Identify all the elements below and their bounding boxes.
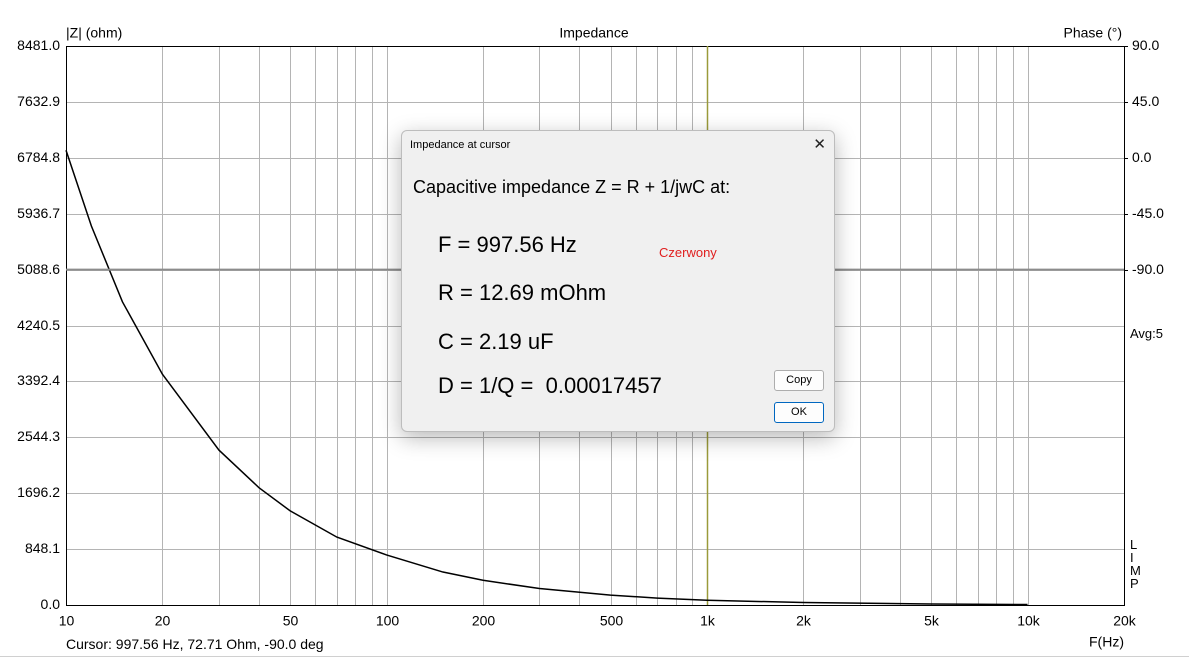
average-label: Avg:5 xyxy=(1130,326,1164,341)
x-tick-label: 2k xyxy=(796,613,812,629)
series-line xyxy=(65,149,1028,606)
dialog-title: Impedance at cursor xyxy=(410,139,511,151)
app-label: LIMP xyxy=(1130,537,1141,591)
y2-tick-label: 0.0 xyxy=(1132,149,1152,165)
ok-button[interactable]: OK xyxy=(774,402,824,423)
x-tick-label: 20k xyxy=(1113,613,1137,629)
status-border xyxy=(0,656,1189,657)
y-axis-label: |Z| (ohm) xyxy=(66,25,122,41)
channel-label: Czerwony xyxy=(659,245,717,260)
x-tick-label: 10k xyxy=(1017,613,1041,629)
dialog-heading: Capacitive impedance Z = R + 1/jwC at: xyxy=(413,177,731,197)
x-tick-label: 100 xyxy=(376,613,400,629)
y-tick-label: 3392.4 xyxy=(17,372,60,388)
y-tick-label: 5088.6 xyxy=(17,261,60,277)
x-tick-label: 5k xyxy=(924,613,940,629)
y-tick-label: 0.0 xyxy=(41,596,61,612)
close-button[interactable]: ✕ xyxy=(813,136,826,153)
x-tick-label: 200 xyxy=(472,613,496,629)
y-tick-label: 848.1 xyxy=(25,540,60,556)
result-line: F = 997.56 Hz xyxy=(438,232,577,257)
chart-title: Impedance xyxy=(559,25,628,41)
copy-button[interactable]: Copy xyxy=(774,370,824,391)
x-tick-label: 1k xyxy=(700,613,716,629)
status-text: Cursor: 997.56 Hz, 72.71 Ohm, -90.0 deg xyxy=(66,636,324,652)
y-tick-label: 2544.3 xyxy=(17,428,60,444)
dialog: Impedance at cursor ✕ Capacitive impedan… xyxy=(401,130,835,432)
result-line: R = 12.69 mOhm xyxy=(438,280,607,305)
y2-axis-label: Phase (°) xyxy=(1063,25,1122,41)
x-tick-label: 20 xyxy=(155,613,171,629)
y2-tick-label: 90.0 xyxy=(1132,37,1159,53)
result-line: D = 1/Q = 0.00017457 xyxy=(438,373,662,398)
y2-tick-label: -90.0 xyxy=(1132,261,1164,277)
result-line: C = 2.19 uF xyxy=(438,329,554,354)
y-tick-label: 6784.8 xyxy=(17,149,60,165)
x-axis-label: F(Hz) xyxy=(1089,634,1124,650)
x-tick-label: 50 xyxy=(283,613,299,629)
y-tick-label: 1696.2 xyxy=(17,484,60,500)
x-tick-label: 10 xyxy=(59,613,75,629)
y2-tick-label: -45.0 xyxy=(1132,205,1164,221)
y-tick-label: 7632.9 xyxy=(17,93,60,109)
y2-tick-label: 45.0 xyxy=(1132,93,1159,109)
y-tick-label: 8481.0 xyxy=(17,37,60,53)
y-tick-label: 4240.5 xyxy=(17,317,60,333)
plot-border xyxy=(66,46,1125,606)
x-tick-label: 500 xyxy=(600,613,624,629)
y-tick-label: 5936.7 xyxy=(17,205,60,221)
